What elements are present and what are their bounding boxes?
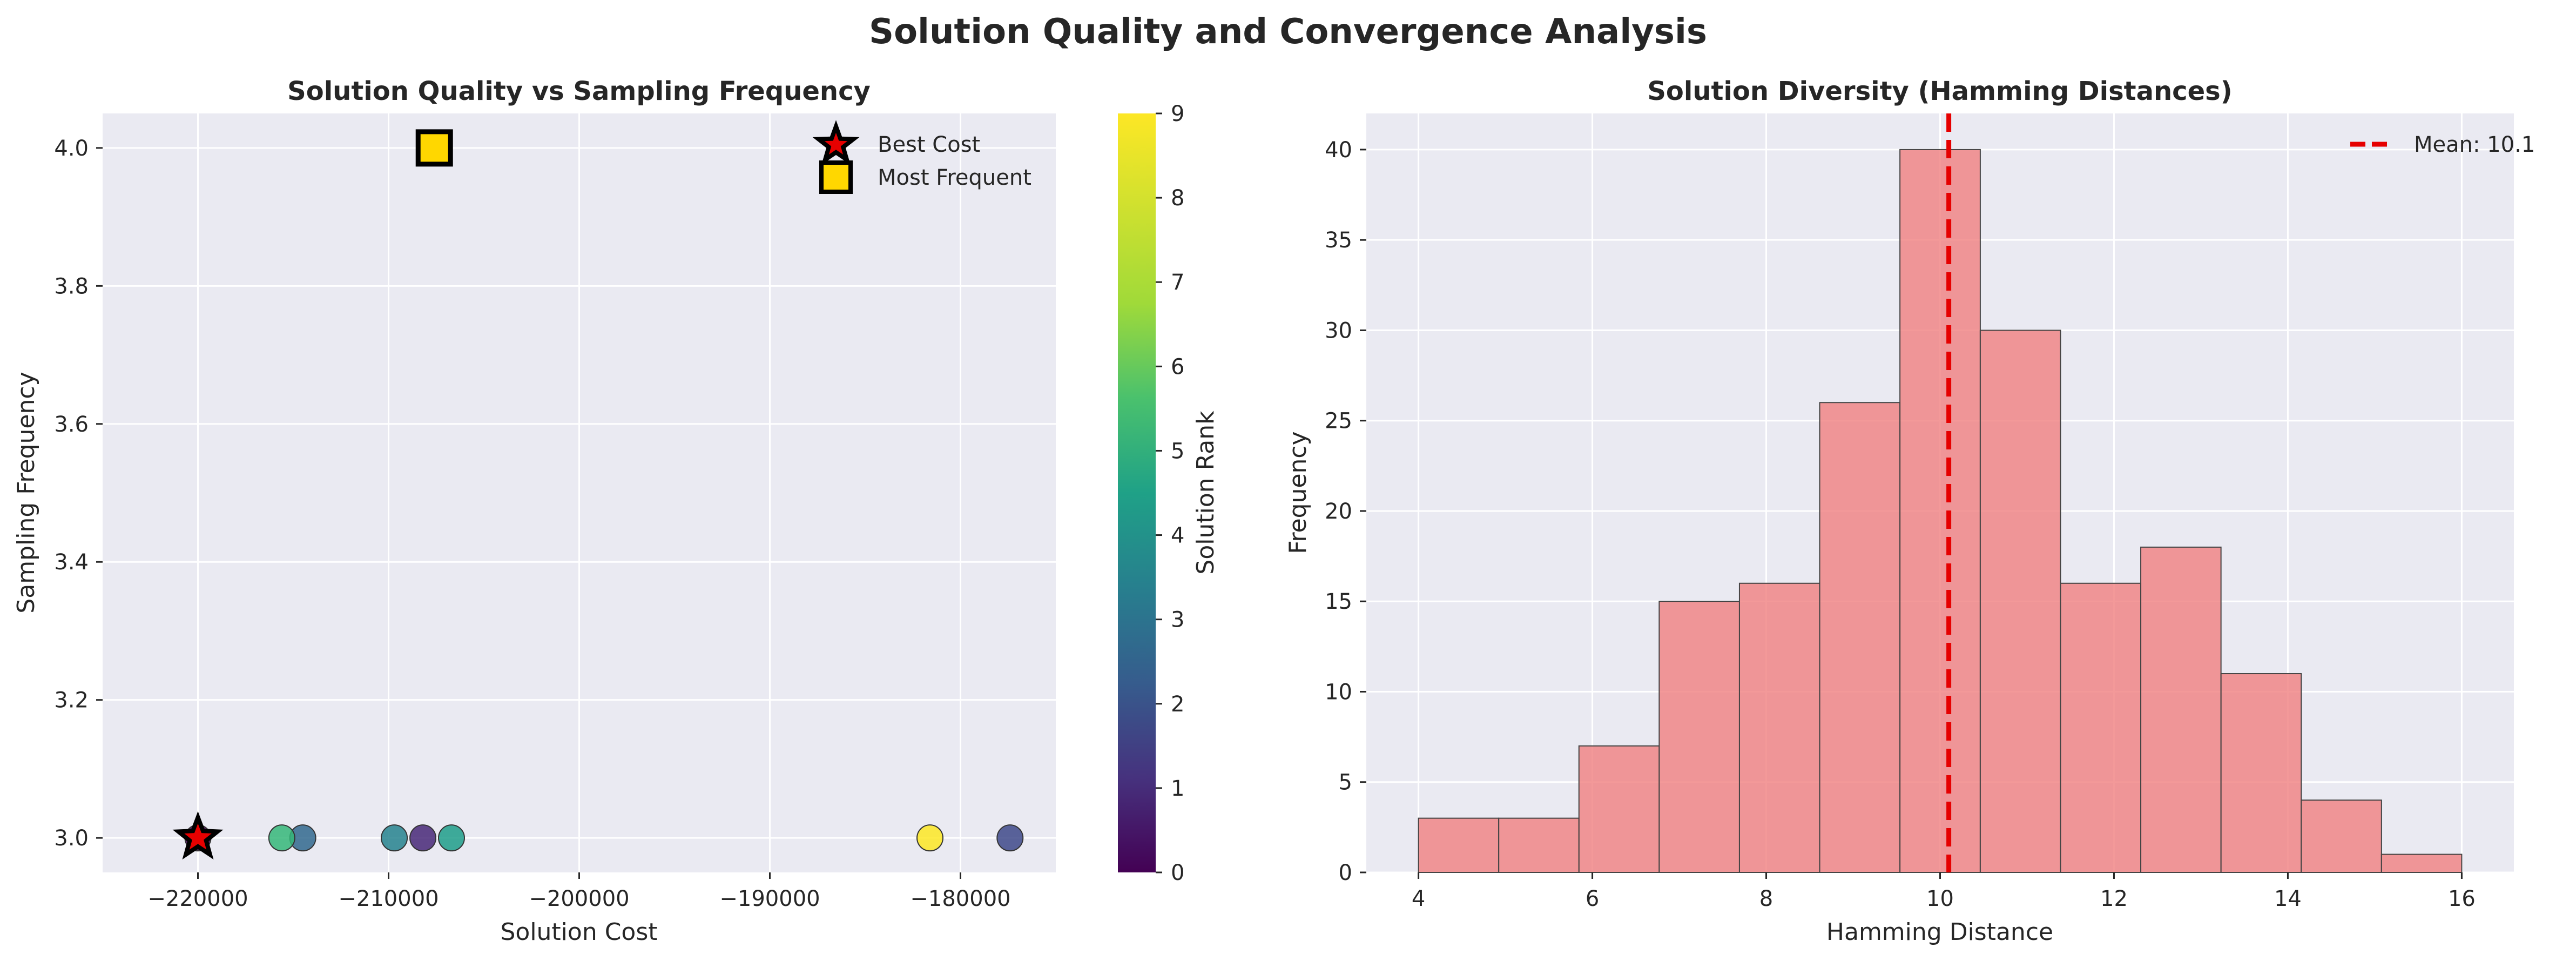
x-tick-label: 6 <box>1586 886 1599 911</box>
histogram-bar <box>2220 673 2302 873</box>
scatter-legend: Best Cost Most Frequent <box>812 120 1031 194</box>
colorbar-gradient <box>1118 113 1156 872</box>
x-tick-label: −180000 <box>910 886 1010 911</box>
colorbar-tick-label: 1 <box>1171 776 1184 801</box>
y-tick-label: 3.6 <box>54 412 89 437</box>
x-tick-label: 14 <box>2274 886 2302 911</box>
x-tick-label: −210000 <box>338 886 439 911</box>
histogram-y-ticks: 0 5 10 15 20 25 30 35 40 <box>1325 138 1366 885</box>
scatter-point <box>916 824 944 852</box>
legend-star-icon <box>812 120 860 165</box>
histogram-title: Solution Diversity (Hamming Distances) <box>1647 76 2232 106</box>
histogram-x-axis-label: Hamming Distance <box>1826 918 2053 946</box>
best-cost-star-marker <box>172 811 224 860</box>
histogram-bar <box>1578 745 1660 873</box>
y-tick-label: 35 <box>1325 228 1352 253</box>
x-tick-label: 12 <box>2100 886 2128 911</box>
colorbar-ticks: 0 1 2 3 4 5 6 7 8 9 <box>1156 102 1184 885</box>
y-tick-label: 3.2 <box>54 688 89 713</box>
scatter-y-ticks: 3.0 3.2 3.4 3.6 3.8 4.0 <box>54 136 103 851</box>
histogram-bar <box>1418 817 1500 873</box>
y-tick-label: 25 <box>1325 409 1352 434</box>
scatter-points <box>184 824 1024 852</box>
colorbar-label: Solution Rank <box>1192 411 1219 575</box>
figure-title: Solution Quality and Convergence Analysi… <box>869 12 1707 52</box>
colorbar-tick-label: 0 <box>1171 861 1184 885</box>
scatter-y-axis-label: Sampling Frequency <box>12 372 40 613</box>
scatter-point <box>437 824 465 852</box>
scatter-highlight-markers <box>172 129 453 860</box>
most-frequent-square-marker <box>415 129 453 167</box>
colorbar-tick-label: 4 <box>1171 523 1184 548</box>
x-tick-label: −220000 <box>147 886 248 911</box>
histogram-legend: Mean: 10.1 <box>2350 132 2535 157</box>
histogram-bar <box>2060 582 2142 873</box>
histogram-bar <box>1979 330 2061 873</box>
colorbar-tick-label: 5 <box>1171 439 1184 463</box>
histogram-bar <box>1498 817 1580 873</box>
scatter-panel: −220000 −210000 −200000 −190000 −180000 3.03… <box>12 76 1056 946</box>
scatter-point <box>409 824 437 852</box>
legend-item-best-cost: Best Cost <box>812 120 980 165</box>
histogram-bar <box>1899 149 1981 873</box>
histogram-bars <box>1418 149 2463 873</box>
y-tick-label: 30 <box>1325 318 1352 343</box>
histogram-bar <box>1658 601 1740 873</box>
colorbar-tick-label: 3 <box>1171 608 1184 633</box>
colorbar-tick-label: 7 <box>1171 270 1184 295</box>
histogram-panel: 4 6 8 10 12 14 16 0 5 10 15 20 25 30 35 40 Solution Di… <box>1284 76 2535 946</box>
scatter-grid <box>103 113 1056 872</box>
colorbar-tick-label: 8 <box>1171 186 1184 211</box>
histogram-bar <box>2301 799 2382 873</box>
colorbar: 0 1 2 3 4 5 6 7 8 9 Solution Rank <box>1118 102 1219 885</box>
histogram-bar <box>2381 854 2463 873</box>
scatter-point <box>381 824 408 852</box>
y-tick-label: 0 <box>1339 861 1352 885</box>
y-tick-label: 5 <box>1339 770 1352 795</box>
x-tick-label: 8 <box>1759 886 1773 911</box>
histogram-x-ticks: 4 6 8 10 12 14 16 <box>1412 872 2476 911</box>
legend-label-mean: Mean: 10.1 <box>2414 132 2535 157</box>
histogram-bar <box>1738 582 1820 873</box>
x-tick-label: 16 <box>2448 886 2476 911</box>
legend-item-most-frequent: Most Frequent <box>819 160 1031 194</box>
histogram-bar <box>1819 402 1901 873</box>
x-tick-label: −200000 <box>529 886 629 911</box>
y-tick-label: 3.0 <box>54 826 89 851</box>
scatter-point <box>996 824 1024 852</box>
legend-label-best-cost: Best Cost <box>878 132 980 157</box>
y-tick-label: 3.8 <box>54 274 89 299</box>
scatter-point <box>268 824 295 852</box>
y-tick-label: 3.4 <box>54 550 89 575</box>
scatter-x-axis-label: Solution Cost <box>500 918 657 946</box>
legend-square-icon <box>819 160 853 194</box>
legend-label-most-frequent: Most Frequent <box>878 165 1031 190</box>
x-tick-label: 4 <box>1412 886 1425 911</box>
histogram-y-axis-label: Frequency <box>1284 431 1312 554</box>
scatter-title: Solution Quality vs Sampling Frequency <box>287 76 871 106</box>
y-tick-label: 40 <box>1325 138 1352 163</box>
x-tick-label: 10 <box>1926 886 1954 911</box>
y-tick-label: 20 <box>1325 499 1352 524</box>
y-tick-label: 10 <box>1325 680 1352 704</box>
y-tick-label: 15 <box>1325 589 1352 614</box>
x-tick-label: −190000 <box>719 886 820 911</box>
histogram-bar <box>2140 546 2222 873</box>
scatter-x-ticks: −220000 −210000 −200000 −190000 −180000 <box>147 872 1011 911</box>
y-tick-label: 4.0 <box>54 136 89 161</box>
colorbar-tick-label: 6 <box>1171 354 1184 379</box>
colorbar-tick-label: 9 <box>1171 102 1184 126</box>
colorbar-tick-label: 2 <box>1171 692 1184 717</box>
